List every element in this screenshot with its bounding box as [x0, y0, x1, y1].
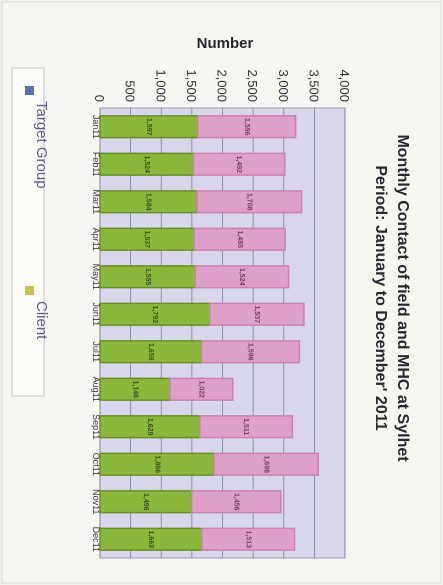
category-tick-label: Aug11 — [91, 377, 101, 402]
category-tick-label: Nov11 — [91, 489, 101, 514]
bar-data-label: 1,456 — [232, 493, 239, 511]
legend-swatch-client — [25, 286, 34, 295]
legend-label-client: Client — [33, 301, 50, 340]
category-tick-label: Sep11 — [91, 414, 101, 439]
bar-segment — [190, 490, 282, 514]
bar-data-label: 1,663 — [147, 530, 154, 548]
bar-segment — [193, 227, 286, 251]
value-tick-label: 3,000 — [276, 69, 291, 102]
bar-segment — [200, 340, 301, 364]
plot-area: 0 500 1,000 1,500 2,000 2,500 3,000 3,500 4,000 1… — [91, 69, 352, 559]
value-tick-label: 1,000 — [153, 69, 168, 102]
category-tick-label: Mar11 — [91, 189, 101, 214]
bar-data-label: 1,524 — [238, 268, 245, 286]
bar-data-label: 1,537 — [143, 230, 150, 248]
chart-subtitle: Period: January to December' 2011 — [372, 165, 389, 430]
value-tick-label: 0 — [92, 95, 107, 102]
bar-segment — [194, 265, 290, 289]
category-tick-label: Feb11 — [91, 152, 101, 177]
bar-segment — [192, 152, 286, 176]
value-tick-label: 1,500 — [184, 69, 199, 102]
chart-title: Monthly Contact of field and MHC at Sylh… — [394, 134, 411, 462]
value-tick-label: 3,500 — [306, 69, 321, 102]
value-tick-label: 2,500 — [245, 69, 260, 102]
category-tick-label: Jun11 — [91, 302, 101, 326]
bar-segment — [197, 115, 297, 139]
value-tick-label: 500 — [123, 80, 138, 102]
category-tick-label: Oct11 — [91, 453, 101, 476]
bar-data-label: 1,708 — [245, 193, 252, 211]
legend-box — [11, 67, 45, 397]
value-tick-label: 2,000 — [215, 69, 230, 102]
bar-data-label: 1,596 — [243, 118, 250, 136]
category-tick-label: Dec11 — [91, 527, 101, 552]
bar-data-label: 1,513 — [244, 530, 251, 548]
legend-swatch-target-group — [25, 86, 34, 95]
bar-data-label: 1,146 — [131, 380, 138, 398]
bar-data-label: 1,511 — [242, 418, 249, 435]
bar-segment — [209, 302, 305, 326]
bar-data-label: 1,596 — [247, 343, 254, 361]
bar-data-label: 1,584 — [145, 193, 152, 211]
bar-data-label: 1,537 — [253, 305, 260, 323]
bar-data-label: 1,022 — [198, 380, 205, 398]
bar-data-label: 1,485 — [236, 230, 243, 248]
bar-data-label: 1,659 — [147, 343, 154, 361]
bar-data-label: 1,866 — [153, 455, 160, 473]
bar-data-label: 1,792 — [151, 305, 158, 323]
bar-data-label: 1,496 — [142, 493, 149, 511]
bar-data-label: 1,597 — [145, 118, 152, 136]
category-tick-label: Jan11 — [91, 115, 101, 139]
bar-segment — [169, 377, 234, 401]
value-tick-label: 4,000 — [337, 69, 352, 102]
bar-data-label: 1,698 — [262, 455, 269, 473]
bar-data-label: 1,629 — [146, 418, 153, 436]
legend-label-target-group: Target Group — [33, 101, 50, 189]
bar-data-label: 1,524 — [143, 155, 150, 173]
category-tick-label: May11 — [91, 264, 101, 290]
bar-segment — [213, 452, 320, 476]
value-axis-title: Number — [197, 35, 254, 52]
bar-segment — [196, 190, 303, 214]
category-tick-label: Apr11 — [91, 228, 101, 251]
bar-segment — [199, 415, 294, 439]
bar-data-label: 1,492 — [235, 155, 242, 173]
category-tick-label: Jul11 — [91, 341, 101, 362]
bar-data-label: 1,555 — [144, 268, 151, 286]
legend: Target Group Client — [11, 67, 50, 397]
bar-segment — [201, 527, 296, 551]
